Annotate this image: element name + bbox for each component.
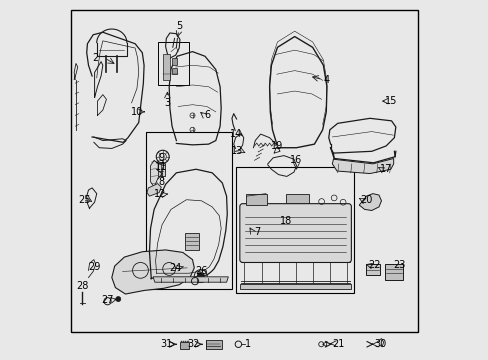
Text: 5: 5: [176, 21, 182, 31]
Text: 18: 18: [279, 216, 291, 226]
Text: 27: 27: [101, 295, 114, 305]
Text: 32: 32: [187, 339, 200, 349]
Text: 11: 11: [155, 162, 167, 172]
Text: 10: 10: [130, 107, 143, 117]
Bar: [184, 341, 186, 342]
Text: 23: 23: [393, 260, 405, 270]
Text: 17: 17: [379, 164, 391, 174]
Text: 26: 26: [195, 266, 207, 276]
Text: 6: 6: [204, 111, 210, 121]
Text: 3: 3: [164, 98, 170, 108]
Polygon shape: [359, 194, 381, 211]
Polygon shape: [112, 250, 194, 294]
Bar: [240, 284, 350, 289]
Text: 19: 19: [270, 141, 283, 151]
Bar: [246, 194, 266, 205]
Bar: [365, 264, 379, 275]
Text: 9: 9: [158, 153, 164, 163]
Bar: [163, 54, 169, 80]
Text: 1: 1: [244, 339, 251, 349]
Bar: [145, 132, 231, 289]
Text: 21: 21: [331, 338, 344, 348]
Text: 8: 8: [158, 177, 164, 187]
Bar: [384, 264, 402, 280]
Circle shape: [116, 297, 121, 302]
Text: 28: 28: [76, 281, 88, 291]
Bar: [185, 233, 199, 250]
Text: 4: 4: [323, 75, 329, 85]
Polygon shape: [332, 158, 393, 174]
Text: 24: 24: [169, 262, 182, 273]
Text: 25: 25: [78, 195, 90, 205]
Bar: [180, 341, 182, 342]
Circle shape: [197, 273, 204, 280]
Bar: [285, 194, 308, 203]
Polygon shape: [147, 184, 161, 196]
Text: 20: 20: [360, 195, 372, 205]
FancyBboxPatch shape: [239, 204, 351, 262]
Text: 15: 15: [385, 96, 397, 106]
Text: 16: 16: [290, 155, 302, 165]
Text: 31: 31: [160, 339, 172, 349]
Text: 13: 13: [231, 146, 243, 156]
Polygon shape: [150, 160, 158, 187]
Text: 30: 30: [373, 339, 386, 349]
Bar: [172, 58, 177, 64]
Polygon shape: [153, 277, 228, 282]
Text: 22: 22: [367, 260, 380, 270]
Bar: [180, 342, 188, 348]
Bar: [235, 167, 353, 293]
Bar: [172, 68, 177, 74]
Bar: [205, 340, 222, 349]
Text: 2: 2: [92, 53, 99, 63]
Bar: [158, 42, 188, 85]
Text: 29: 29: [88, 262, 101, 272]
Text: 7: 7: [253, 227, 260, 237]
Text: 14: 14: [229, 129, 242, 139]
Bar: [183, 341, 184, 342]
Bar: [187, 341, 188, 342]
Bar: [156, 163, 164, 176]
Text: 12: 12: [154, 189, 166, 199]
